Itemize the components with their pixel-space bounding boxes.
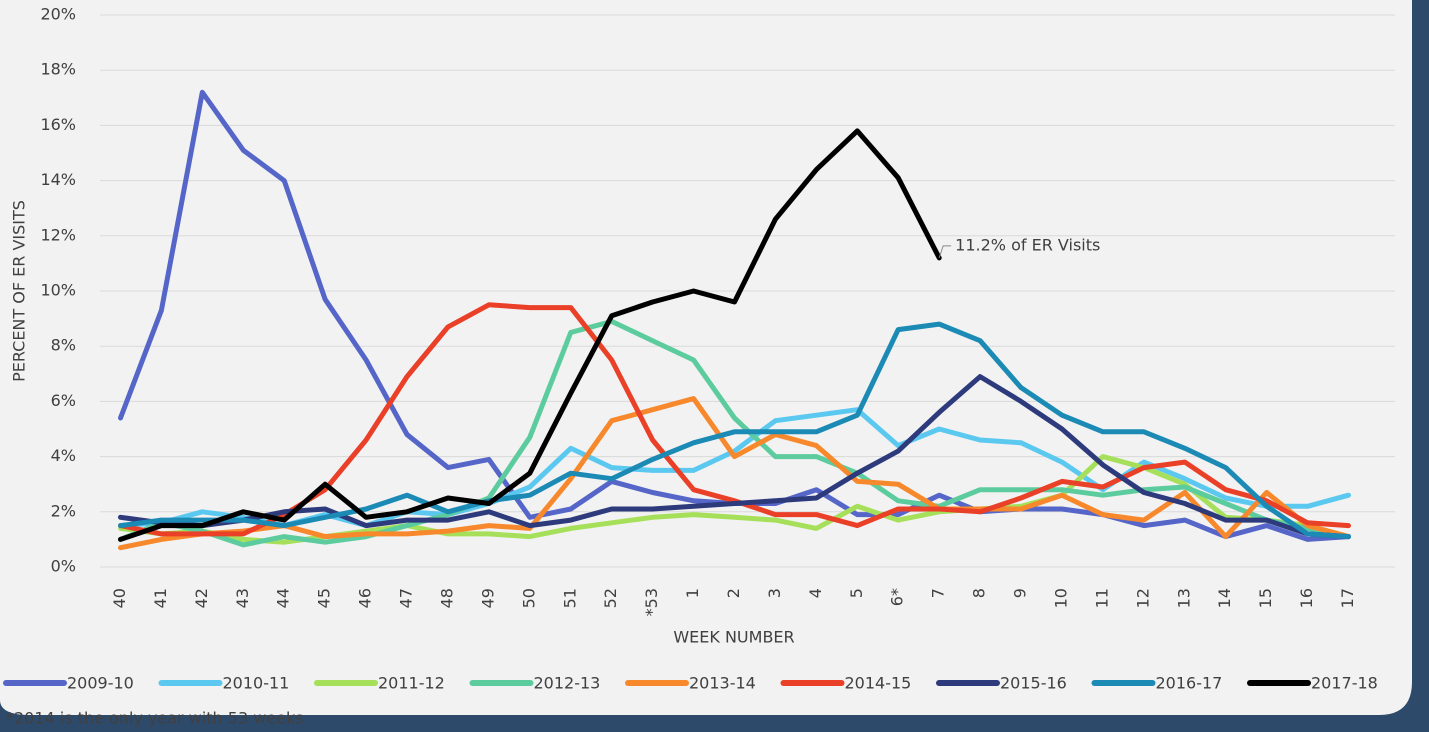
x-tick-label: 52	[601, 588, 620, 608]
y-tick-label: 0%	[51, 557, 76, 576]
x-tick-label: 7	[929, 588, 948, 598]
x-tick-label: 43	[233, 588, 252, 608]
x-tick-label: 5	[847, 588, 866, 598]
x-tick-label: 15	[1256, 588, 1275, 608]
x-tick-label: 12	[1133, 588, 1152, 608]
legend-label: 2013-14	[689, 674, 756, 693]
x-tick-label: 48	[437, 588, 456, 608]
y-tick-label: 6%	[51, 391, 76, 410]
x-tick-label: 3	[765, 588, 784, 598]
x-tick-label: 17	[1338, 588, 1357, 608]
annotation-leader	[938, 245, 952, 259]
y-tick-label: 12%	[40, 225, 76, 244]
x-tick-label: 45	[315, 588, 334, 608]
x-tick-label: 13	[1174, 588, 1193, 608]
x-tick-label: 51	[560, 588, 579, 608]
y-tick-label: 18%	[40, 60, 76, 79]
legend-label: 2014-15	[845, 674, 912, 693]
x-tick-label: 49	[478, 588, 497, 608]
series-line	[118, 374, 1351, 540]
legend-label: 2016-17	[1156, 674, 1223, 693]
y-tick-label: 16%	[40, 115, 76, 134]
x-tick-label: 41	[151, 588, 170, 608]
x-axis-title: WEEK NUMBER	[673, 628, 794, 647]
x-tick-label: 14	[1215, 588, 1234, 608]
x-tick-label: 10	[1051, 588, 1070, 608]
x-tick-label: 44	[274, 588, 293, 608]
x-tick-label: 9	[1011, 588, 1030, 598]
y-tick-label: 20%	[40, 5, 76, 24]
legend-label: 2017-18	[1311, 674, 1378, 693]
y-tick-label: 2%	[51, 501, 76, 520]
x-tick-label: *53	[642, 588, 661, 616]
x-tick-label: 42	[192, 588, 211, 608]
legend-label: 2015-16	[1000, 674, 1067, 693]
x-tick-label: 11	[1092, 588, 1111, 608]
x-tick-label: 1	[683, 588, 702, 598]
x-tick-label: 46	[356, 588, 375, 608]
y-tick-label: 14%	[40, 170, 76, 189]
x-tick-label: 6*	[888, 588, 907, 606]
x-tick-label: 50	[519, 588, 538, 608]
y-axis-title: PERCENT OF ER VISITS	[10, 200, 29, 382]
legend-label: 2009-10	[67, 674, 134, 693]
x-tick-label: 8	[970, 588, 989, 598]
series-line	[118, 128, 942, 542]
y-tick-label: 10%	[40, 281, 76, 300]
y-tick-label: 4%	[51, 446, 76, 465]
annotation: 11.2% of ER Visits	[955, 235, 1100, 254]
x-tick-label: 16	[1297, 588, 1316, 608]
x-tick-label: 4	[806, 588, 825, 598]
x-tick-label: 47	[397, 588, 416, 608]
legend-label: 2011-12	[378, 674, 445, 693]
y-tick-label: 8%	[51, 336, 76, 355]
legend-label: 2012-13	[534, 674, 601, 693]
x-tick-label: 2	[724, 588, 743, 598]
x-tick-label: 40	[110, 588, 129, 608]
series-line	[118, 407, 1351, 529]
footnote: *2014 is the only year with 53 weeks	[6, 709, 304, 728]
legend-label: 2010-11	[223, 674, 290, 693]
series-line	[118, 321, 1351, 540]
series-line	[118, 396, 1351, 551]
series-line	[118, 302, 1351, 537]
